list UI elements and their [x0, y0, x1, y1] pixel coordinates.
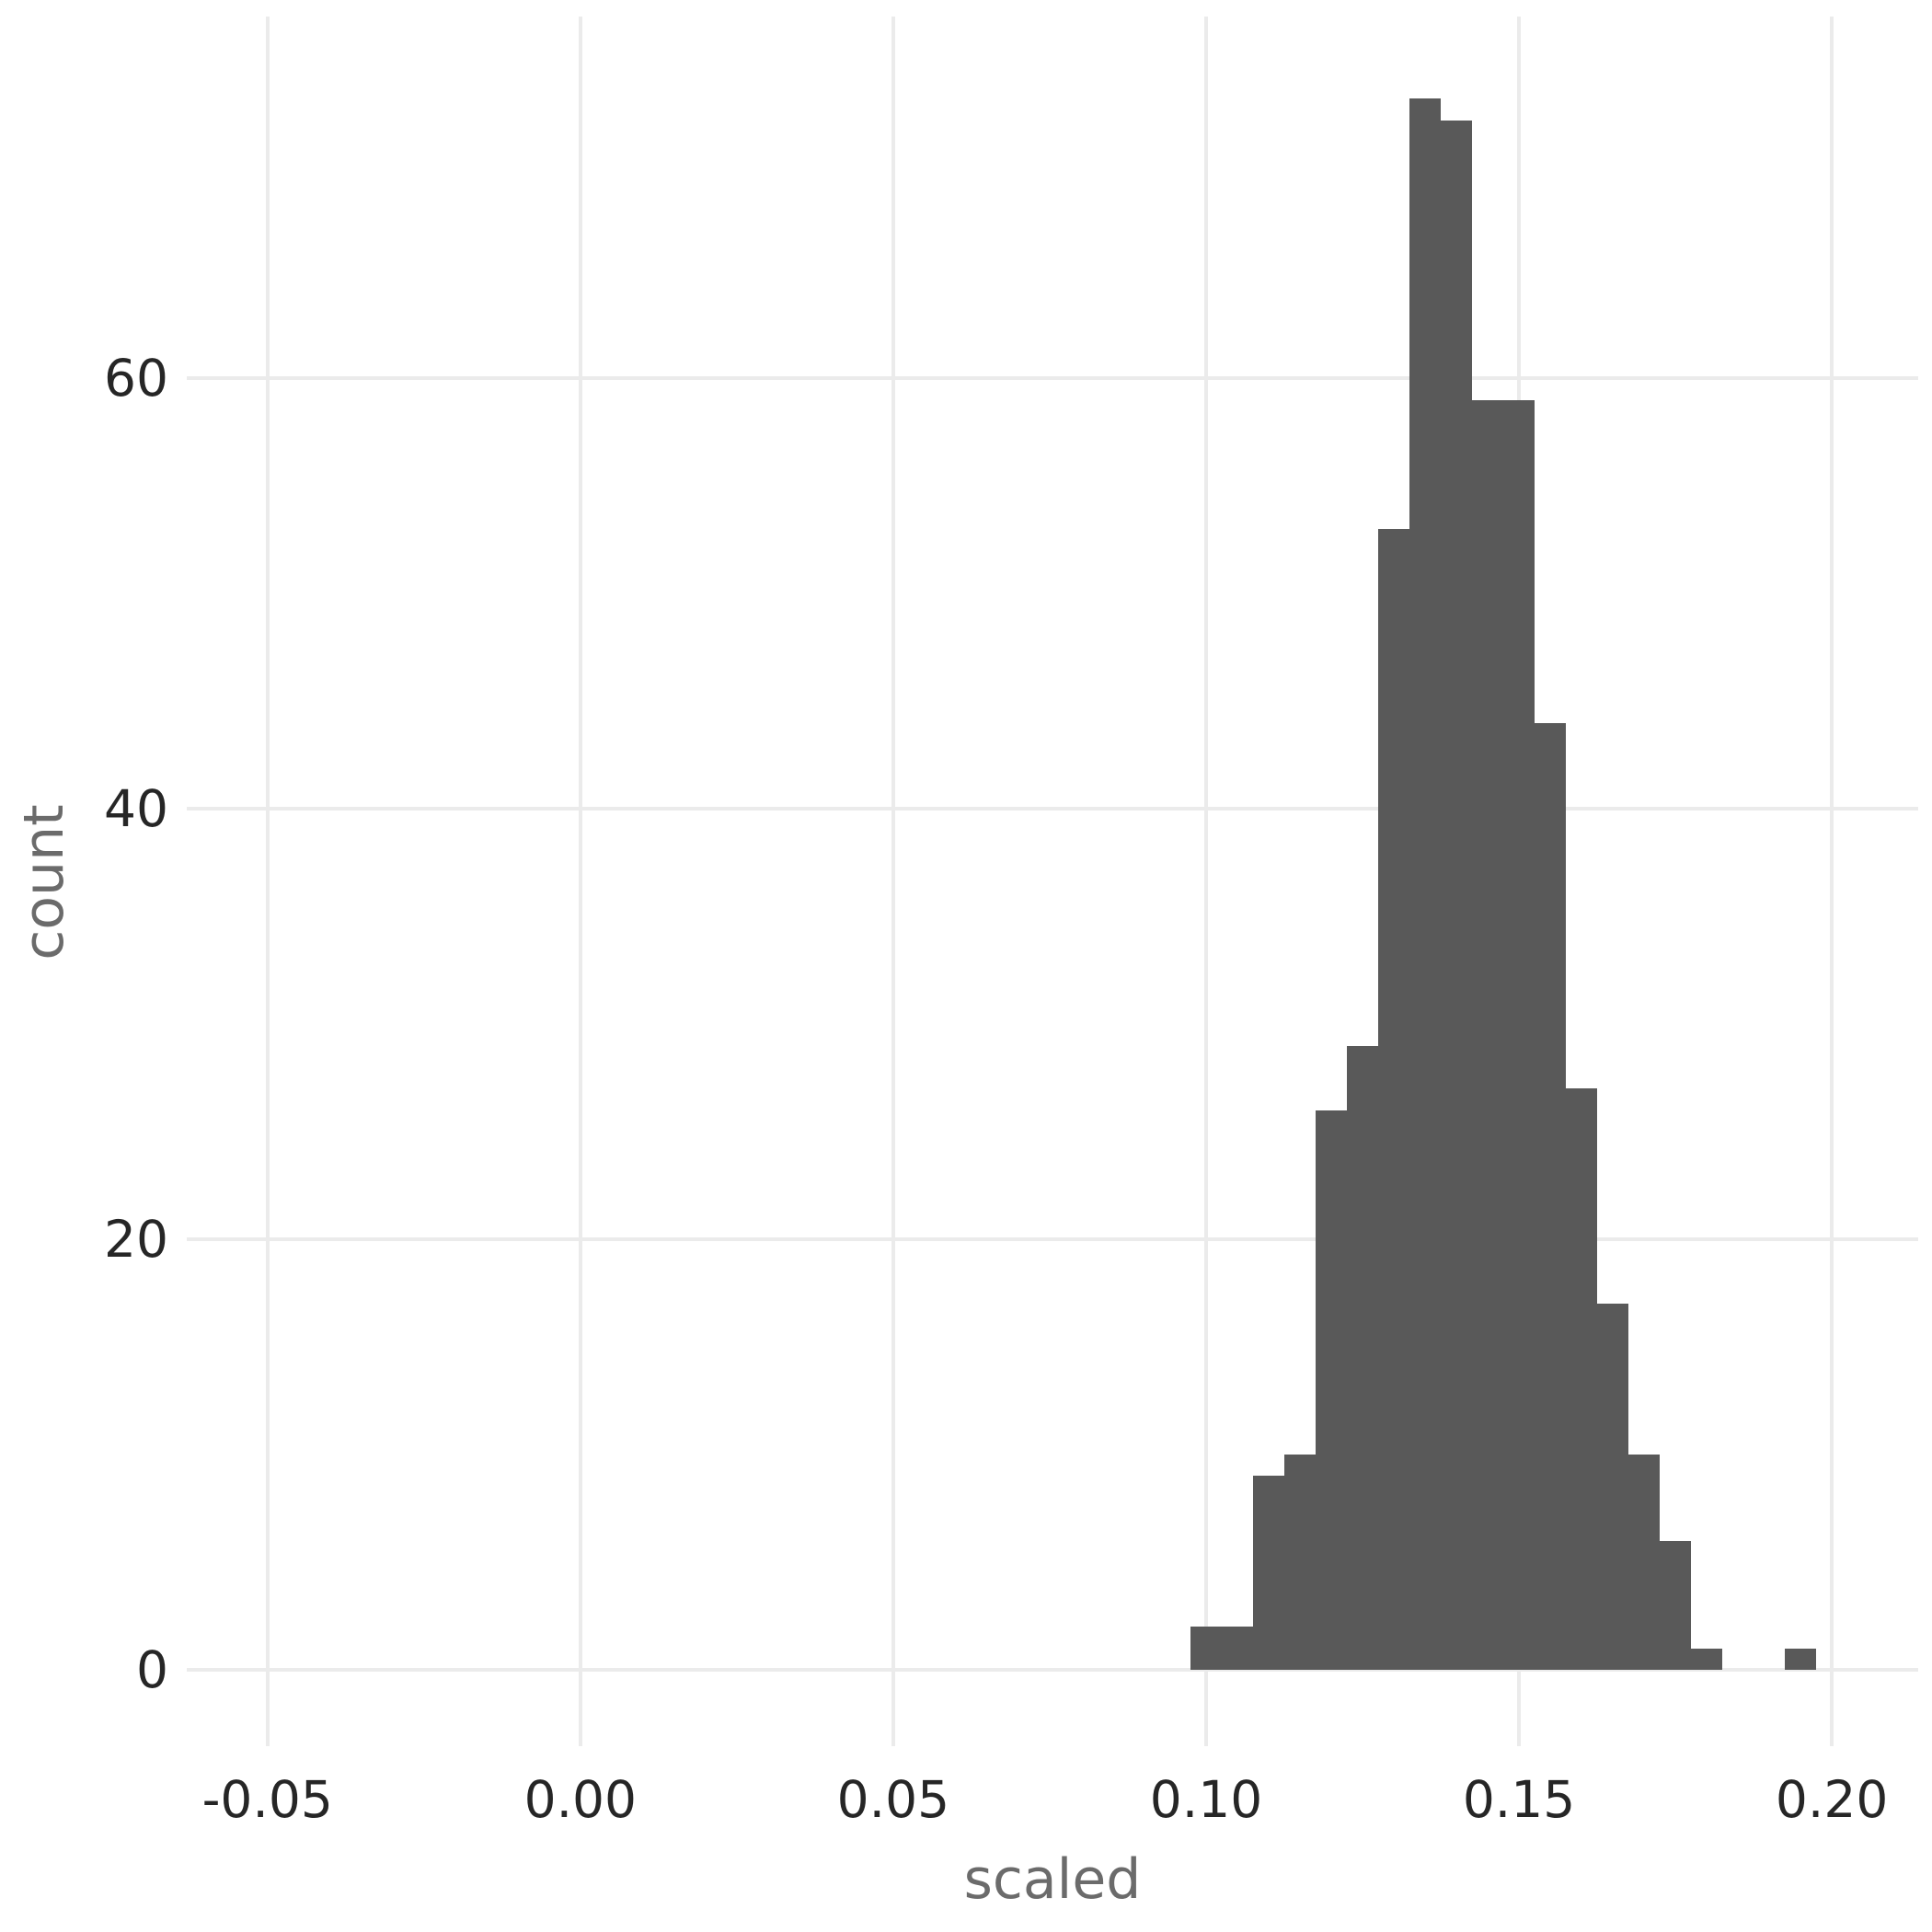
x-gridline	[891, 17, 895, 1746]
x-gridline	[265, 17, 270, 1746]
histogram-bar	[1221, 1627, 1253, 1670]
x-tick-label: 0.15	[1462, 1770, 1576, 1829]
histogram-bar	[1316, 1110, 1347, 1670]
histogram-bar	[1283, 1455, 1316, 1670]
histogram-bar	[1628, 1455, 1661, 1670]
histogram-bar	[1190, 1627, 1222, 1670]
histogram-bar	[1691, 1648, 1723, 1670]
plot-panel	[187, 17, 1918, 1746]
x-gridline	[578, 17, 582, 1746]
histogram-bar	[1597, 1304, 1629, 1670]
x-axis-title: scaled	[963, 1847, 1142, 1912]
histogram-bar	[1472, 399, 1504, 1670]
histogram-bar	[1347, 1045, 1378, 1670]
y-tick-label: 40	[104, 779, 168, 839]
histogram-bar	[1660, 1540, 1692, 1670]
y-tick-label: 60	[104, 349, 168, 408]
x-gridline	[1203, 17, 1208, 1746]
x-tick-label: 0.00	[523, 1770, 638, 1829]
x-tick-label: 0.10	[1149, 1770, 1263, 1829]
y-gridline	[187, 1667, 1918, 1672]
x-gridline	[1830, 17, 1834, 1746]
y-gridline	[187, 376, 1918, 381]
histogram-bar	[1378, 529, 1410, 1670]
histogram-bar	[1535, 722, 1567, 1670]
histogram-bar	[1441, 120, 1473, 1670]
y-tick-label: 20	[104, 1210, 168, 1270]
y-tick-label: 0	[136, 1639, 168, 1699]
y-gridline	[187, 1237, 1918, 1242]
y-gridline	[187, 807, 1918, 811]
histogram-bar	[1503, 399, 1535, 1670]
histogram-bar	[1785, 1648, 1817, 1670]
x-tick-label: -0.05	[201, 1770, 333, 1829]
x-tick-label: 0.05	[836, 1770, 950, 1829]
histogram-bar	[1566, 1088, 1598, 1670]
y-axis-title: count	[12, 804, 76, 960]
x-tick-label: 0.20	[1775, 1770, 1889, 1829]
histogram-bar	[1409, 98, 1442, 1670]
histogram-bar	[1252, 1476, 1284, 1670]
